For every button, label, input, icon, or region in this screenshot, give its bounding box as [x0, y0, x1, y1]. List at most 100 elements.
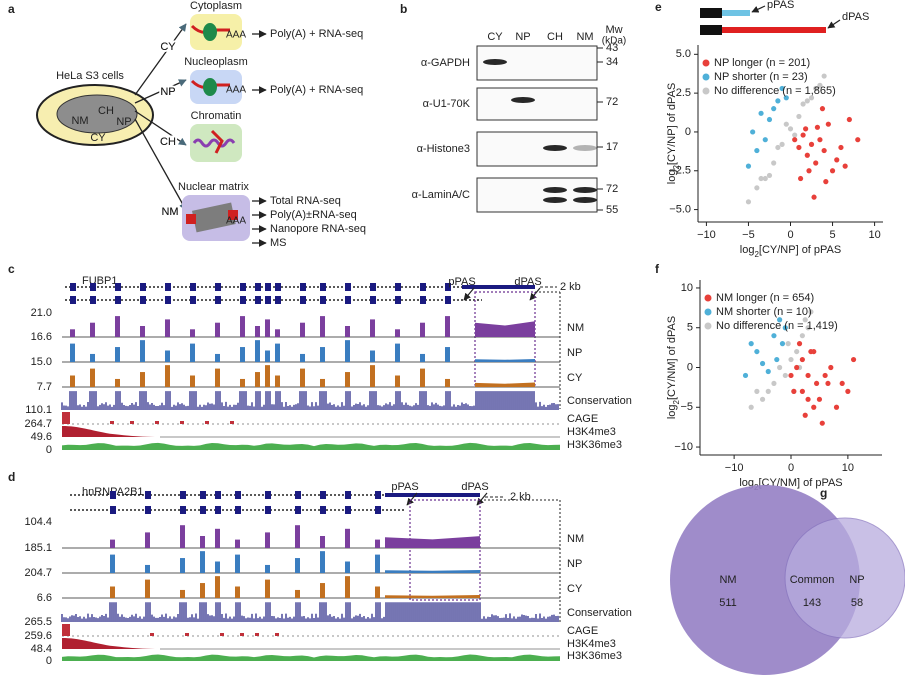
exon [375, 506, 381, 514]
point [758, 175, 764, 182]
signal [345, 561, 350, 573]
axis-label-part: [CY/NM] of dPAS [666, 316, 678, 400]
band [511, 97, 535, 103]
point [817, 137, 823, 143]
exon [115, 283, 121, 291]
x-axis-label: log2[CY/NP] of pPAS [740, 244, 841, 259]
exon [145, 491, 151, 499]
fraction-abbr: NM [161, 206, 178, 218]
marker-label: 72 [606, 96, 618, 108]
signal [320, 347, 325, 362]
signal [61, 602, 559, 622]
signal [140, 340, 145, 362]
axis-label-part: 2 [754, 250, 759, 259]
signal [215, 561, 220, 573]
signal [255, 340, 260, 362]
point [759, 360, 766, 367]
point [762, 137, 768, 143]
panel-letter: e [655, 0, 662, 14]
signal [145, 564, 150, 573]
signal [140, 326, 145, 337]
y-tick-label: −5.0 [669, 203, 691, 215]
signal [375, 586, 380, 598]
point [802, 317, 808, 323]
panel-letter: f [655, 262, 660, 276]
marker-label: 55 [606, 204, 618, 216]
compartment [190, 124, 242, 162]
point [799, 333, 805, 339]
venn-count: 143 [803, 597, 821, 609]
signal [145, 532, 150, 548]
track-scale: 264.7 [24, 418, 52, 430]
axis-label-part: 2 [672, 399, 681, 404]
exon [395, 283, 401, 291]
point [797, 175, 804, 182]
track-scale: 16.6 [31, 331, 52, 343]
signal [90, 353, 95, 362]
signal [235, 539, 240, 548]
axis-label-part: 2 [672, 165, 681, 170]
antibody-label: α-Histone3 [417, 143, 470, 155]
point [754, 147, 760, 154]
point [803, 126, 809, 132]
arrow [751, 5, 766, 13]
exon [420, 296, 426, 304]
fraction-abbr: CY [160, 41, 176, 53]
point [771, 160, 777, 166]
point [754, 348, 760, 355]
point [754, 388, 760, 394]
signal [265, 319, 270, 337]
point [792, 137, 798, 143]
legend-label: NM longer (n = 654) [716, 292, 814, 304]
exon [420, 283, 426, 291]
signal [185, 633, 189, 636]
arrow [476, 492, 488, 506]
exon [165, 283, 171, 291]
exon [320, 491, 326, 499]
region-label: CH [98, 105, 114, 117]
exon [200, 491, 206, 499]
exon [295, 506, 301, 514]
x-tick-label: −10 [725, 462, 744, 474]
point [794, 348, 800, 355]
blot [476, 87, 598, 121]
point [750, 129, 756, 135]
y-tick-label: −2.5 [669, 165, 691, 177]
y-tick-label: 0 [687, 361, 693, 373]
legend-swatch [704, 322, 712, 330]
track-label: NP [567, 347, 582, 359]
axis-label-part: [CY/NP] of dPAS [666, 83, 678, 165]
exon [345, 491, 351, 499]
track-scale: 265.5 [24, 616, 52, 628]
signal [165, 319, 170, 337]
ppas-label: pPAS [767, 0, 794, 11]
signal [420, 368, 425, 387]
signal [140, 372, 145, 387]
track-label: H3K36me3 [567, 439, 622, 451]
point [804, 98, 810, 104]
track-label: CAGE [567, 413, 598, 425]
y-axis-label: log2[CY/NP] of dPAS [666, 83, 681, 184]
fraction-abbr: CY [160, 41, 176, 53]
signal [275, 343, 280, 362]
signal [130, 421, 134, 424]
point [745, 199, 752, 205]
signal [90, 368, 95, 387]
x-tick-label: −5 [742, 229, 755, 241]
output-label: MS [270, 237, 287, 249]
point [783, 121, 789, 127]
signal [375, 539, 380, 548]
track-label: NP [567, 558, 582, 570]
point [808, 95, 815, 101]
track-label: CY [567, 372, 583, 384]
signal [190, 343, 195, 362]
exon [395, 296, 401, 304]
point [791, 388, 797, 394]
ribosome [203, 23, 217, 41]
legend-swatch [702, 59, 710, 67]
panel-letter: c [8, 262, 15, 276]
exon [140, 296, 146, 304]
point [788, 356, 794, 363]
point [808, 348, 814, 355]
exon [275, 296, 281, 304]
